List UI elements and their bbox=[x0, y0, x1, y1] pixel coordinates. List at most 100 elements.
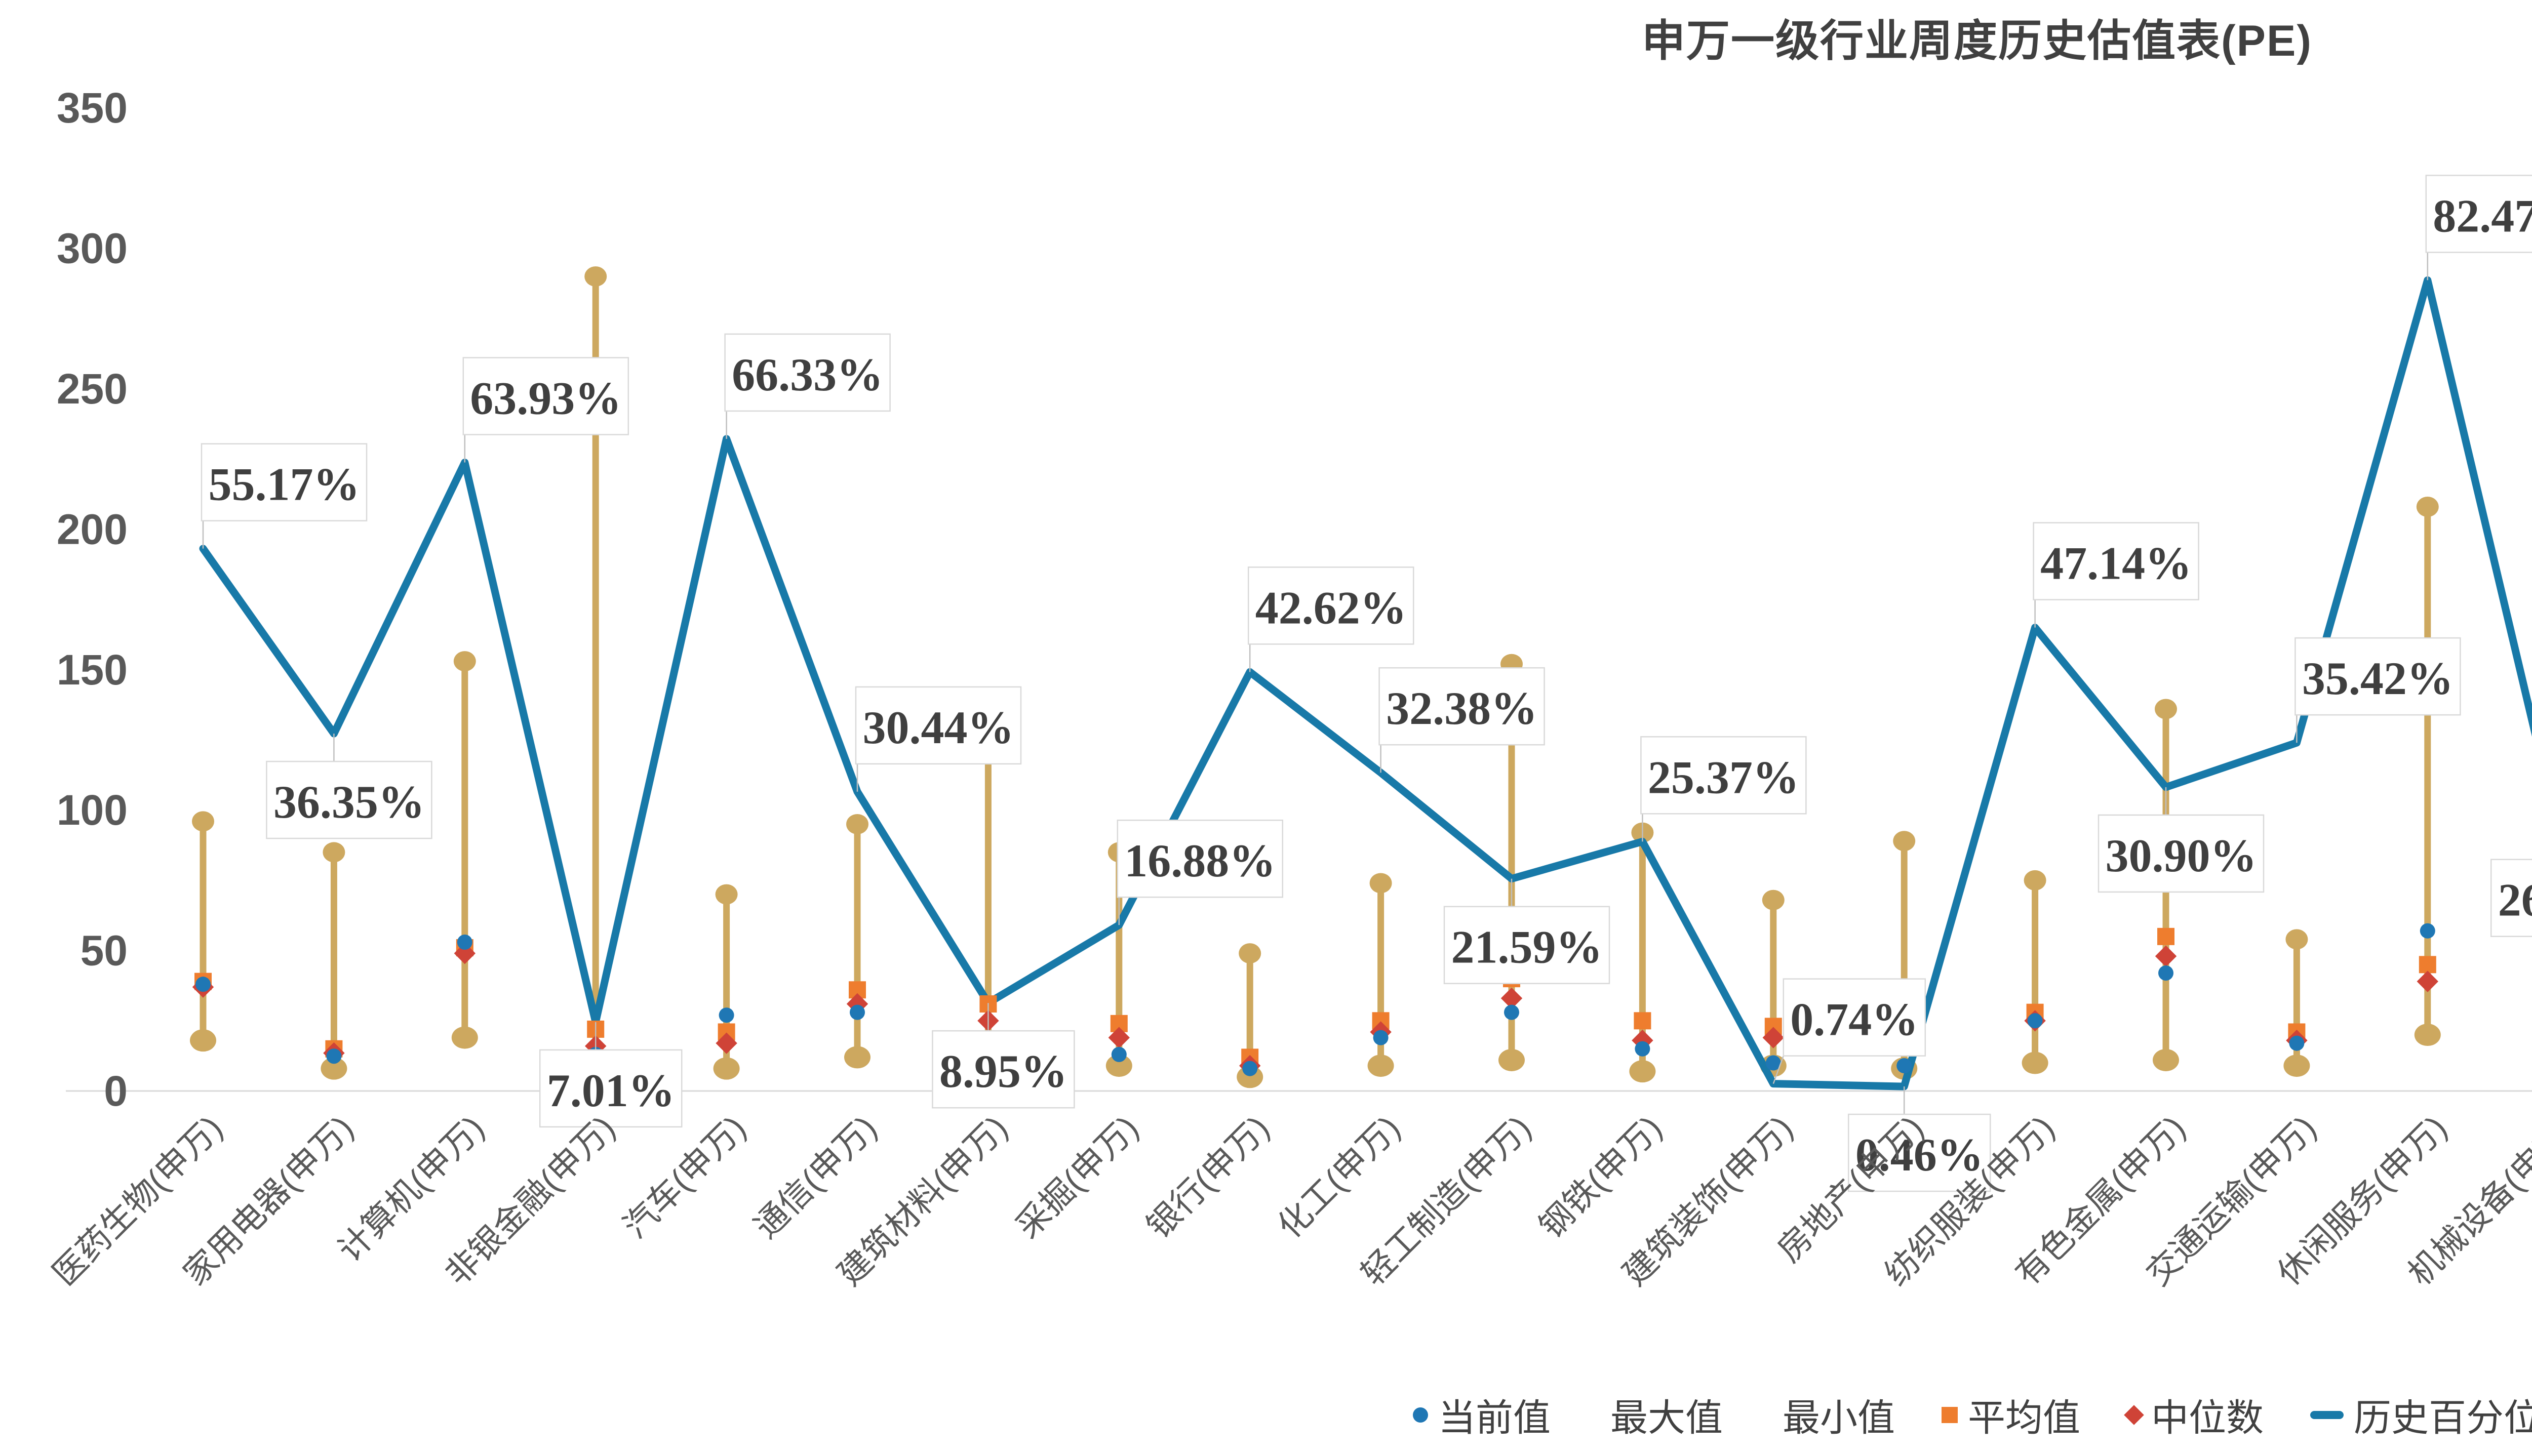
label-leader-line bbox=[1772, 1056, 1784, 1084]
data-label: 55.17% bbox=[209, 459, 360, 510]
data-label: 16.88% bbox=[1124, 835, 1276, 886]
average-marker bbox=[1634, 1012, 1651, 1030]
current-marker bbox=[850, 1004, 865, 1020]
min-cap bbox=[451, 1026, 478, 1049]
median-marker bbox=[454, 942, 476, 964]
min-cap bbox=[2022, 1051, 2048, 1074]
legend-item-平均值: 平均值 bbox=[1942, 1388, 2080, 1442]
data-label: 25.37% bbox=[1648, 751, 1799, 803]
data-label: 30.44% bbox=[863, 702, 1014, 753]
min-cap bbox=[1105, 1055, 1132, 1077]
legend-marker-diamond-icon bbox=[2124, 1404, 2144, 1425]
data-label-box bbox=[1247, 567, 1414, 645]
category-label: 采掘(申万) bbox=[1009, 1109, 1145, 1245]
median-marker bbox=[1500, 987, 1523, 1009]
category-label: 汽车(申万) bbox=[616, 1109, 753, 1245]
left-axis-tick: 0 bbox=[104, 1067, 128, 1115]
legend-label: 当前值 bbox=[1438, 1397, 1551, 1439]
data-label-box bbox=[724, 333, 891, 412]
legend-label: 最小值 bbox=[1783, 1397, 1895, 1439]
max-cap bbox=[584, 266, 607, 287]
data-label-box bbox=[1117, 819, 1284, 898]
data-label-box bbox=[539, 1049, 683, 1128]
current-marker bbox=[2289, 1035, 2305, 1051]
max-cap bbox=[846, 814, 868, 834]
left-axis-tick: 150 bbox=[57, 646, 128, 694]
max-cap bbox=[1893, 831, 1916, 852]
category-label: 化工(申万) bbox=[1270, 1109, 1407, 1245]
data-label: 47.14% bbox=[2040, 538, 2192, 589]
legend-label: 中位数 bbox=[2151, 1397, 2264, 1439]
data-label: 21.59% bbox=[1451, 921, 1603, 973]
data-label-box bbox=[462, 357, 629, 435]
percentile-line bbox=[199, 276, 2532, 1090]
max-cap bbox=[323, 842, 345, 863]
legend-marker-dash-icon bbox=[2310, 1410, 2344, 1419]
chart-legend: 当前值 最大值 最小值 平均值 中位数 历史百分位 bbox=[0, 1388, 2532, 1442]
chart-title: 申万一级行业周度历史估值表(PE) bbox=[1642, 17, 2312, 65]
current-marker bbox=[1111, 1046, 1127, 1062]
category-label: 银行(申万) bbox=[1139, 1109, 1276, 1245]
legend-marker-square-icon bbox=[1942, 1406, 1958, 1423]
max-cap bbox=[2155, 699, 2177, 719]
max-cap bbox=[2416, 497, 2439, 517]
data-label: 0.74% bbox=[1790, 994, 1918, 1045]
data-label-box bbox=[1640, 736, 1807, 815]
median-marker bbox=[1108, 1027, 1130, 1048]
data-label: 30.90% bbox=[2106, 830, 2257, 881]
max-cap bbox=[1369, 873, 1392, 894]
min-cap bbox=[1367, 1055, 1394, 1077]
left-axis-tick: 350 bbox=[57, 84, 128, 132]
legend-label: 最大值 bbox=[1610, 1397, 1723, 1439]
median-marker bbox=[2155, 945, 2177, 967]
legend-item-最小值: 最小值 bbox=[1769, 1388, 1895, 1442]
left-axis-tick: 50 bbox=[81, 927, 128, 975]
data-label: 35.42% bbox=[2302, 653, 2454, 704]
average-marker bbox=[2157, 927, 2174, 945]
median-marker bbox=[716, 1032, 737, 1054]
current-marker bbox=[1504, 1004, 1519, 1020]
min-cap bbox=[844, 1046, 871, 1069]
current-marker bbox=[1373, 1030, 1389, 1045]
data-label-box bbox=[266, 760, 432, 839]
left-axis-tick: 100 bbox=[57, 786, 128, 834]
data-label-box bbox=[2490, 859, 2532, 937]
max-cap bbox=[2024, 870, 2046, 891]
min-cap bbox=[713, 1057, 740, 1080]
legend-marker-circle-icon bbox=[1413, 1407, 1428, 1423]
data-label-box bbox=[2033, 522, 2199, 600]
data-label-box bbox=[2294, 637, 2461, 716]
current-marker bbox=[2420, 923, 2435, 939]
data-label-box bbox=[1783, 978, 1926, 1057]
current-marker bbox=[1896, 1058, 1912, 1074]
data-label: 36.35% bbox=[273, 776, 425, 828]
current-marker bbox=[2158, 965, 2173, 981]
legend-item-历史百分位: 历史百分位 bbox=[2310, 1388, 2532, 1442]
current-marker bbox=[457, 934, 472, 950]
current-marker bbox=[195, 977, 211, 992]
data-label: 82.47% bbox=[2433, 190, 2532, 241]
min-cap bbox=[2414, 1024, 2441, 1046]
data-label-box bbox=[2098, 814, 2265, 893]
min-cap bbox=[2153, 1048, 2179, 1071]
average-marker bbox=[2419, 956, 2436, 974]
data-label-box bbox=[1847, 1113, 1991, 1192]
category-label: 钢铁(申万) bbox=[1532, 1109, 1669, 1245]
current-marker bbox=[2027, 1013, 2043, 1029]
data-label: 63.93% bbox=[470, 372, 621, 424]
max-cap bbox=[1239, 943, 1261, 964]
current-marker bbox=[326, 1048, 342, 1064]
max-cap bbox=[453, 651, 476, 672]
current-marker bbox=[1242, 1061, 1258, 1076]
max-cap bbox=[2285, 929, 2308, 950]
current-marker bbox=[719, 1007, 734, 1023]
legend-item-最大值: 最大值 bbox=[1597, 1388, 1723, 1442]
legend-label: 平均值 bbox=[1968, 1397, 2080, 1439]
data-label: 32.38% bbox=[1386, 682, 1537, 734]
legend-marker-none-icon bbox=[1769, 1413, 1772, 1417]
data-label-box bbox=[1378, 667, 1545, 746]
min-cap bbox=[1629, 1060, 1656, 1083]
max-cap bbox=[192, 811, 214, 832]
min-cap bbox=[1498, 1048, 1525, 1071]
data-label: 0.46% bbox=[1855, 1129, 1984, 1181]
